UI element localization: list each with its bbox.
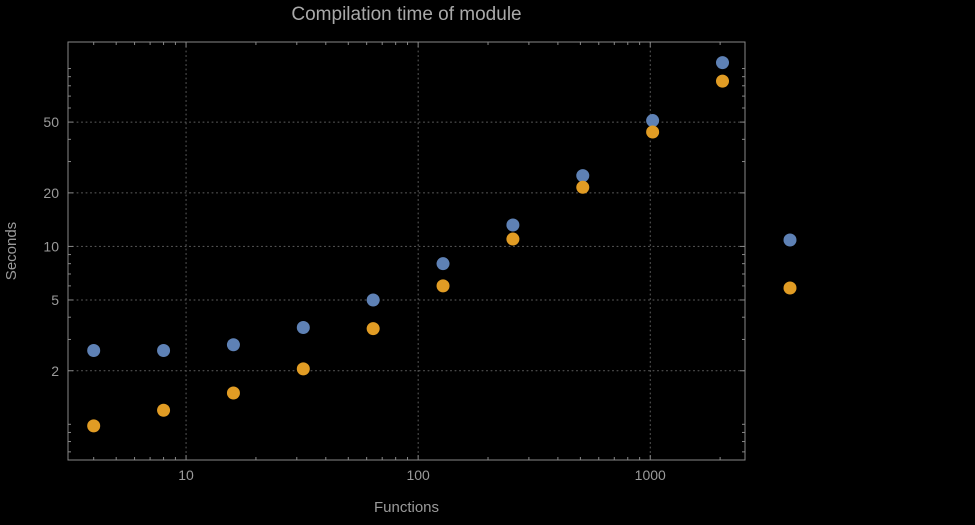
x-tick-label: 10 — [178, 467, 194, 483]
y-tick-label: 5 — [51, 292, 59, 308]
data-point-series-blue — [226, 338, 240, 352]
data-point-series-blue — [576, 169, 590, 183]
x-axis-label: Functions — [373, 499, 440, 516]
data-point-series-blue — [157, 343, 171, 357]
data-point-series-blue — [366, 293, 380, 307]
data-point-series-blue — [506, 218, 520, 232]
data-point-series-orange — [87, 419, 101, 433]
data-point-series-orange — [506, 232, 520, 246]
data-point-series-blue — [716, 56, 730, 70]
data-point-series-orange — [226, 386, 240, 400]
data-point-series-blue — [296, 321, 310, 335]
y-tick-label: 20 — [43, 185, 59, 201]
y-axis-label: Seconds — [3, 221, 20, 281]
legend-marker — [783, 281, 797, 295]
data-point-series-blue — [436, 257, 450, 271]
x-tick-label: 1000 — [635, 467, 666, 483]
y-tick-label: 10 — [43, 238, 59, 254]
data-point-series-blue — [646, 114, 660, 128]
data-point-series-orange — [576, 180, 590, 194]
data-point-series-blue — [87, 343, 101, 357]
data-point-series-orange — [296, 362, 310, 376]
data-point-series-orange — [436, 279, 450, 293]
y-tick-label: 2 — [51, 363, 59, 379]
data-point-series-orange — [157, 403, 171, 417]
chart-title: Compilation time of module — [291, 4, 522, 25]
data-point-series-orange — [366, 322, 380, 336]
x-tick-label: 100 — [406, 467, 430, 483]
data-point-series-orange — [716, 74, 730, 88]
data-point-series-orange — [646, 125, 660, 139]
y-tick-label: 50 — [43, 114, 59, 130]
legend-marker — [783, 233, 797, 247]
plot-frame — [67, 41, 746, 461]
